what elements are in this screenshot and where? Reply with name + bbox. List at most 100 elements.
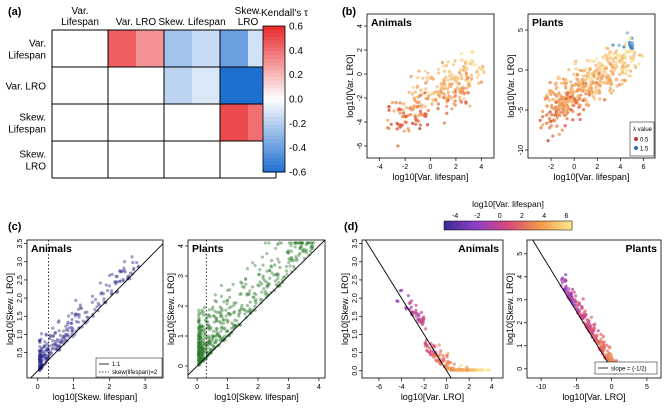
data-point [225, 329, 229, 333]
data-point [544, 121, 549, 126]
data-point [611, 72, 615, 76]
data-point [214, 338, 218, 342]
data-point [198, 357, 203, 362]
data-point [442, 81, 446, 86]
data-point [293, 245, 297, 249]
data-point [424, 114, 428, 119]
colorbar-segment [497, 221, 501, 230]
data-point [564, 86, 568, 90]
data-point [293, 241, 298, 245]
data-point [447, 84, 451, 88]
data-point [620, 57, 624, 61]
data-point [197, 353, 201, 357]
data-point [457, 95, 462, 99]
data-point [66, 328, 70, 333]
data-point [197, 345, 201, 349]
data-point [576, 87, 580, 91]
data-point [202, 333, 206, 337]
data-point [37, 360, 42, 364]
data-point [277, 284, 281, 288]
data-point [197, 352, 201, 356]
colorbar-segment [446, 221, 450, 230]
data-point [201, 351, 205, 355]
data-point [261, 274, 265, 278]
colorbar-segment [263, 124, 285, 129]
data-point [414, 117, 418, 121]
colorbar-segment [263, 139, 285, 144]
data-point [198, 335, 203, 340]
data-point [118, 279, 122, 284]
x-tick-label: 0 [610, 384, 614, 391]
data-point [601, 56, 605, 60]
colorbar-segment [569, 221, 573, 230]
data-point [541, 115, 545, 119]
y-axis-label: log10[Skew. LRO] [340, 273, 350, 345]
data-point [38, 353, 42, 357]
data-point [81, 319, 85, 323]
data-point [404, 106, 409, 110]
panel-d-scatter: log10[Var. lifespan] -4 -2 0 2 4 6 -6 -4 -2 0 2 4 3.5… [340, 199, 662, 402]
data-point [197, 349, 201, 353]
data-point [292, 258, 296, 262]
x-tick-label: 2 [256, 384, 260, 391]
data-point [593, 322, 597, 326]
data-point [213, 299, 217, 303]
data-point [202, 306, 207, 310]
data-point [640, 54, 645, 58]
panel-title: Animals [371, 17, 412, 29]
data-point [64, 324, 68, 328]
data-point [214, 300, 219, 304]
data-point [38, 353, 43, 357]
colorbar-segment [558, 221, 562, 230]
data-point [199, 311, 203, 315]
data-point [550, 113, 554, 117]
data-point [58, 333, 63, 338]
data-point [285, 250, 289, 254]
data-point [465, 365, 469, 369]
data-point [597, 90, 601, 94]
data-point [304, 248, 309, 252]
data-point [220, 308, 224, 313]
data-point [585, 89, 589, 94]
data-point [202, 348, 206, 352]
data-point [71, 327, 75, 331]
data-point [45, 342, 49, 346]
data-point [583, 314, 587, 318]
x-tick-label: 1 [226, 384, 230, 391]
data-point [552, 118, 556, 122]
data-point [37, 364, 42, 368]
data-point [200, 344, 204, 348]
data-point [445, 104, 449, 108]
data-point [625, 31, 629, 35]
data-point [594, 63, 598, 68]
data-point [462, 97, 466, 101]
data-point [106, 288, 110, 293]
data-point [455, 85, 460, 90]
data-point [447, 69, 451, 74]
data-point [545, 96, 549, 100]
data-point [439, 90, 444, 94]
data-point [560, 128, 564, 132]
data-point [632, 53, 636, 57]
data-point [39, 358, 44, 363]
data-point [303, 249, 307, 253]
data-point [287, 241, 291, 245]
colorbar-segment [452, 221, 456, 230]
data-point [424, 327, 428, 331]
data-point [221, 339, 226, 343]
data-point [197, 308, 201, 312]
data-point [469, 73, 474, 77]
data-point [215, 310, 219, 315]
data-point [38, 357, 42, 361]
data-point [205, 320, 209, 324]
data-point [447, 366, 451, 370]
data-point [216, 331, 220, 336]
data-point [452, 101, 456, 105]
data-point [39, 353, 43, 357]
data-point [452, 362, 456, 366]
colorbar-tick-label: -0.6 [289, 168, 307, 179]
data-point [471, 60, 475, 64]
data-point [628, 55, 632, 59]
data-point [74, 320, 79, 324]
data-point [409, 299, 414, 303]
